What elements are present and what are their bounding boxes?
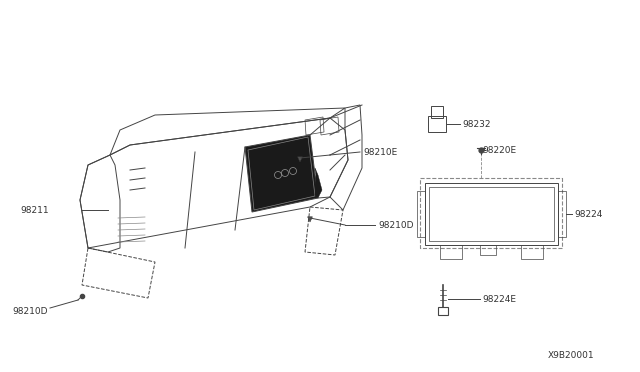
Bar — [521, 245, 543, 259]
Text: 98220E: 98220E — [482, 145, 516, 154]
Bar — [440, 245, 462, 259]
Text: 98232: 98232 — [462, 119, 490, 128]
Bar — [420, 178, 562, 248]
Polygon shape — [308, 217, 312, 222]
Text: 98210E: 98210E — [363, 148, 397, 157]
Polygon shape — [298, 157, 302, 162]
Bar — [429, 187, 554, 241]
Text: 98224E: 98224E — [482, 295, 516, 304]
Polygon shape — [315, 168, 322, 198]
Bar — [480, 245, 496, 255]
Text: 98210D: 98210D — [378, 221, 413, 230]
Bar — [438, 307, 448, 315]
Bar — [431, 106, 443, 118]
Bar — [428, 116, 446, 132]
Polygon shape — [245, 135, 318, 212]
Bar — [425, 183, 558, 245]
Text: 98211: 98211 — [20, 205, 49, 215]
Text: X9B20001: X9B20001 — [548, 350, 595, 359]
Bar — [558, 191, 566, 237]
Text: 98210D: 98210D — [12, 308, 47, 317]
Bar — [417, 191, 425, 237]
Text: 98224: 98224 — [574, 209, 602, 218]
